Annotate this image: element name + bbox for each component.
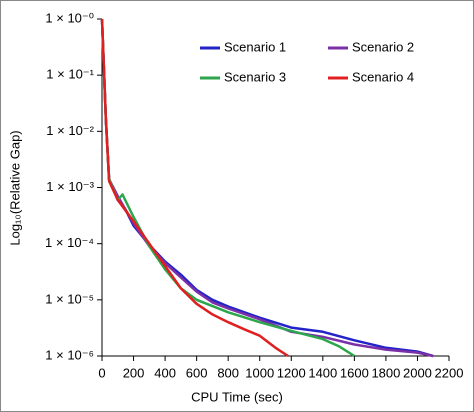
x-tick-label: 1400	[308, 365, 337, 380]
x-axis-label: CPU Time (sec)	[191, 389, 283, 404]
y-tick-label: 1 × 10⁻⁶	[45, 347, 94, 362]
x-tick-label: 200	[123, 365, 145, 380]
y-tick-label: 1 × 10⁻¹	[46, 67, 94, 82]
x-tick-label: 600	[186, 365, 208, 380]
y-tick-label: 1 × 10⁻⁴	[45, 235, 94, 250]
y-tick-label: 1 × 10⁻³	[46, 179, 94, 194]
x-tick-label: 2000	[403, 365, 432, 380]
y-tick-label: 1 × 10⁻⁰	[45, 10, 94, 25]
x-tick-label: 1800	[371, 365, 400, 380]
x-tick-label: 1000	[245, 365, 274, 380]
x-tick-label: 800	[217, 365, 239, 380]
x-tick-label: 0	[98, 365, 105, 380]
series-line	[100, 18, 289, 358]
x-tick-label: 2200	[435, 365, 464, 380]
legend-label: Scenario 4	[352, 69, 414, 84]
x-tick-label: 1200	[277, 365, 306, 380]
x-tick-label: 400	[154, 365, 176, 380]
x-tick-label: 1600	[340, 365, 369, 380]
y-tick-label: 1 × 10⁻⁵	[45, 291, 94, 306]
legend-label: Scenario 3	[224, 69, 286, 84]
y-axis-label: Log₁₀(Relative Gap)	[7, 130, 22, 245]
y-tick-label: 1 × 10⁻²	[46, 123, 94, 138]
legend-label: Scenario 2	[352, 39, 414, 54]
legend-label: Scenario 1	[224, 39, 286, 54]
